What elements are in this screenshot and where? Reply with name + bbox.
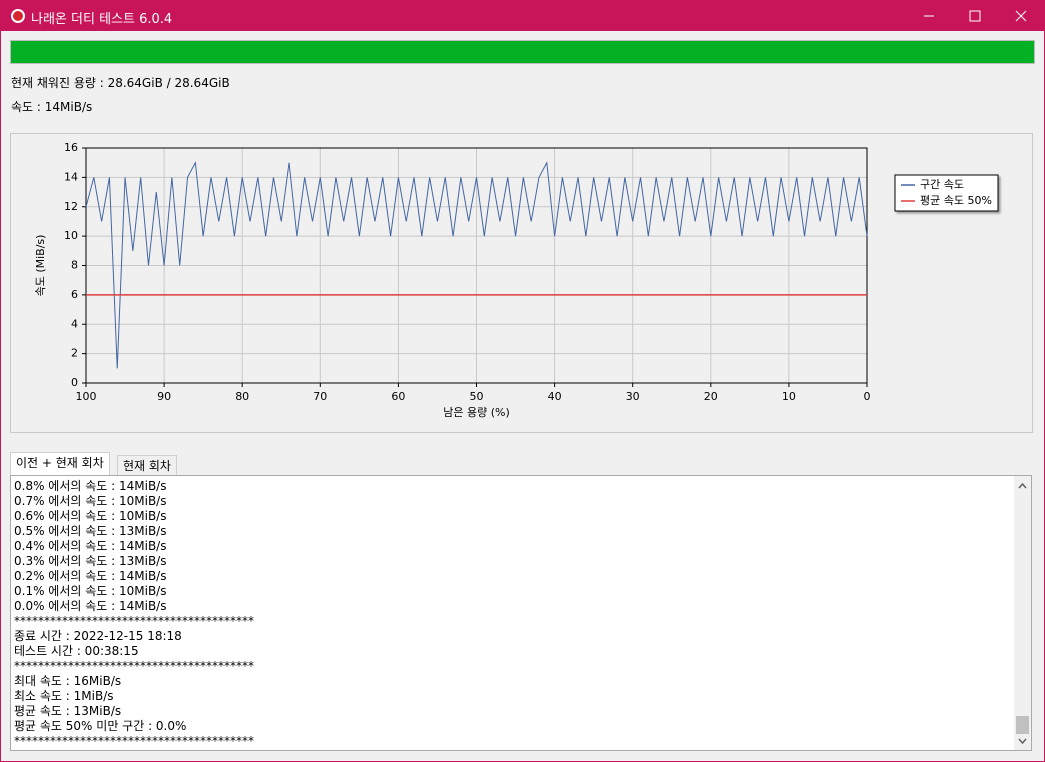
log-line: 0.0% 에서의 속도 : 14MiB/s [14, 599, 167, 613]
progress-bar [10, 40, 1035, 64]
maximize-button[interactable] [969, 10, 981, 22]
x-tick-label: 10 [782, 390, 796, 403]
series-line [85, 161, 868, 369]
log-line: 최대 속도 : 16MiB/s [14, 674, 122, 688]
log-line: 평균 속도 : 13MiB/s [14, 704, 122, 718]
log-line: **************************************** [14, 614, 254, 628]
log-line: **************************************** [14, 659, 254, 673]
speed-status: 속도 : 14MiB/s [11, 100, 93, 114]
log-line: 평균 속도 50% 미만 구간 : 0.0% [14, 719, 187, 733]
title-bar: 나래온 더티 테스트 6.0.4 [1, 1, 1044, 31]
chart-panel: 0 2 4 6 8 10 12 14 16 100 90 80 70 60 50 40 30 20 10 0 남은 용량… [10, 133, 1033, 433]
scrollbar-graphic [1016, 482, 1029, 745]
y-tick-label: 4 [71, 317, 78, 330]
x-tick-label: 60 [391, 390, 405, 403]
y-tick-label: 16 [64, 141, 78, 154]
y-tick-label: 10 [64, 229, 78, 242]
log-line: 0.4% 에서의 속도 : 14MiB/s [14, 539, 167, 553]
x-tick-label: 90 [157, 390, 171, 403]
window-title: 나래온 더티 테스트 6.0.4 [31, 12, 173, 27]
x-tick-label: 70 [313, 390, 327, 403]
scrollbar[interactable] [1014, 476, 1031, 750]
x-tick-label: 30 [626, 390, 640, 403]
log-line: 0.1% 에서의 속도 : 10MiB/s [14, 584, 167, 598]
x-tick-label: 40 [548, 390, 562, 403]
log-line: 0.6% 에서의 속도 : 10MiB/s [14, 509, 167, 523]
log-lines: 0.8% 에서의 속도 : 14MiB/s 0.7% 에서의 속도 : 10MiB… [14, 479, 254, 749]
tab[interactable]: 현재 회차 [117, 455, 177, 477]
filled-status: 현재 채워진 용량 : 28.64GiB / 28.64GiB [11, 76, 230, 90]
close-button[interactable] [1015, 10, 1027, 22]
legend-label: 구간 속도 [920, 178, 964, 191]
log-line: 0.7% 에서의 속도 : 10MiB/s [14, 494, 167, 508]
x-tick-label: 50 [470, 390, 484, 403]
log-line: 0.8% 에서의 속도 : 14MiB/s [14, 479, 167, 493]
log-line: 0.5% 에서의 속도 : 13MiB/s [14, 524, 167, 538]
y-tick-label: 14 [64, 170, 78, 183]
legend-box [894, 174, 999, 212]
plot-border [85, 147, 868, 384]
app-icon [11, 9, 25, 23]
y-tick-label: 12 [64, 200, 78, 213]
x-tick-label: 100 [76, 390, 97, 403]
y-tick-label: 6 [71, 288, 78, 301]
x-tick-label: 80 [235, 390, 249, 403]
window-controls[interactable] [904, 1, 1044, 31]
tab[interactable]: 이전 + 현재 회차 [10, 452, 110, 476]
x-tick-label: 20 [704, 390, 718, 403]
log-line: 종료 시간 : 2022-12-15 18:18 [14, 629, 182, 643]
y-axis-label: 속도 (MiB/s) [34, 235, 47, 297]
y-tick-label: 8 [71, 259, 78, 272]
y-tick-label: 2 [71, 347, 78, 360]
log-line: 최소 속도 : 1MiB/s [14, 689, 114, 703]
legend-label: 평균 속도 50% [920, 194, 992, 207]
log-line: **************************************** [14, 734, 254, 748]
log-line: 테스트 시간 : 00:38:15 [14, 644, 139, 658]
log-line: 0.3% 에서의 속도 : 13MiB/s [14, 554, 167, 568]
log-line: 0.2% 에서의 속도 : 14MiB/s [14, 569, 167, 583]
y-tick-label: 0 [71, 376, 78, 389]
x-axis-label: 남은 용량 (%) [443, 406, 510, 419]
log-box: 0.8% 에서의 속도 : 14MiB/s 0.7% 에서의 속도 : 10MiB… [10, 475, 1032, 751]
x-tick-label: 0 [864, 390, 871, 403]
